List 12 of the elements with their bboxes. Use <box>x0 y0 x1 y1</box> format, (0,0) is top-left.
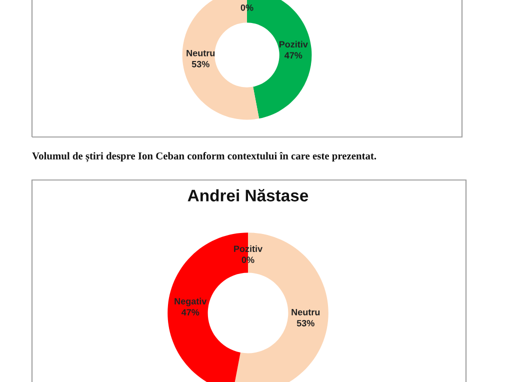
slice-label: Neutru <box>292 309 320 316</box>
slice-label: Pozitiv <box>279 40 308 48</box>
slice-label: Neutru <box>186 50 215 56</box>
chart-title: Andrei Năstase <box>188 189 308 202</box>
slice-label: Negativ <box>174 298 207 306</box>
text: 0% <box>242 256 254 264</box>
text: Volumul de știri despre Ion Ceban conform contextului în care este prezentat. <box>32 152 376 162</box>
data-label: 53% <box>192 60 210 68</box>
data-label: 47% <box>284 52 302 59</box>
text: 0% <box>240 4 254 11</box>
data-label: 53% <box>296 320 314 326</box>
data-label: 47% <box>181 309 200 316</box>
